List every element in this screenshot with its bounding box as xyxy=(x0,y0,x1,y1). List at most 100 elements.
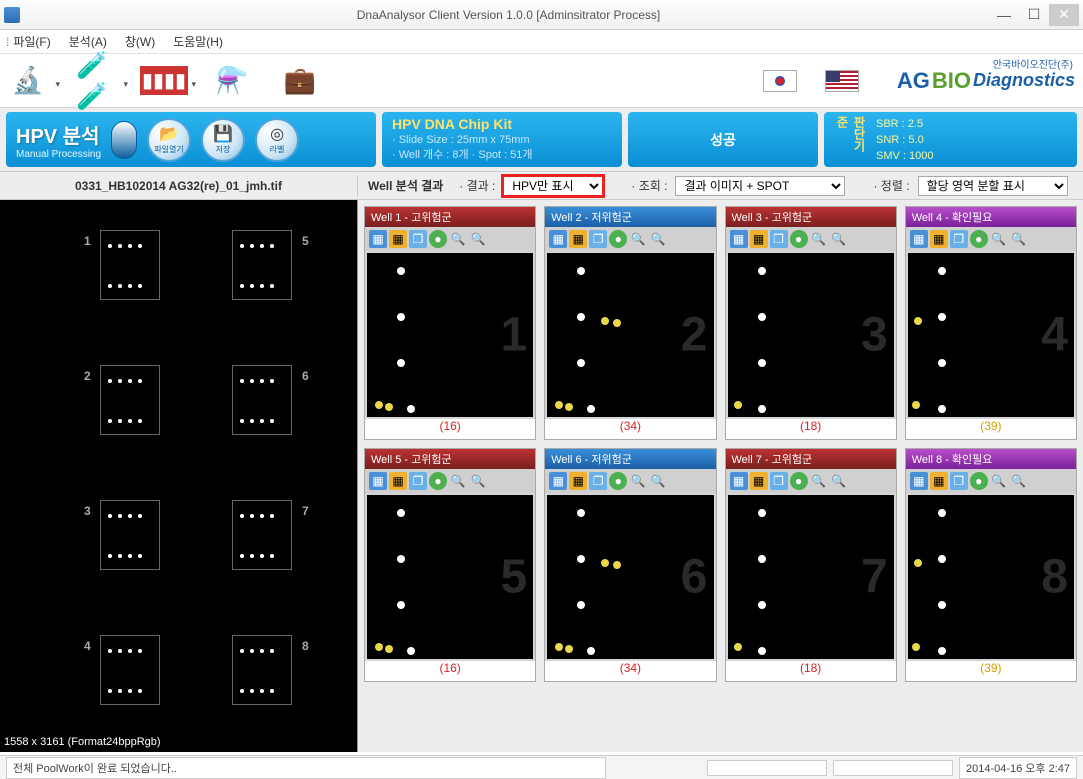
well-image[interactable]: 8 xyxy=(908,495,1074,659)
menu-help[interactable]: 도움말(H) xyxy=(173,33,223,50)
tool-zoomout-icon[interactable]: 🔍 xyxy=(830,472,848,490)
well-image[interactable]: 7 xyxy=(728,495,894,659)
well-footer: (39) xyxy=(906,661,1076,681)
preview-well-2[interactable] xyxy=(100,365,160,435)
tool-globe-icon[interactable]: ● xyxy=(609,472,627,490)
logo-company: 안국바이오진단(주) xyxy=(993,56,1073,71)
minimize-button[interactable]: — xyxy=(989,4,1019,26)
tool-zoomout-icon[interactable]: 🔍 xyxy=(469,230,487,248)
well-image[interactable]: 4 xyxy=(908,253,1074,417)
flag-us-icon[interactable] xyxy=(825,70,859,92)
label-button[interactable]: ◎라벨 xyxy=(255,118,299,162)
tool-grid-icon[interactable]: ▦ xyxy=(569,472,587,490)
tool-copy-icon[interactable]: ❐ xyxy=(409,472,427,490)
tool-copy-icon[interactable]: ❐ xyxy=(770,472,788,490)
tool-globe-icon[interactable]: ● xyxy=(970,472,988,490)
tool-zoomin-icon[interactable]: 🔍 xyxy=(629,472,647,490)
menu-file[interactable]: 파일(F) xyxy=(13,33,50,50)
tool-grid-icon[interactable]: ▦ xyxy=(389,472,407,490)
tool-zoomout-icon[interactable]: 🔍 xyxy=(1010,230,1028,248)
spot xyxy=(758,601,766,609)
tool-grid-icon[interactable]: ▦ xyxy=(569,230,587,248)
well-image[interactable]: 3 xyxy=(728,253,894,417)
well-footer: (16) xyxy=(365,419,535,439)
tool-copy-icon[interactable]: ❐ xyxy=(770,230,788,248)
view-select[interactable]: 결과 이미지 + SPOT xyxy=(675,176,845,196)
tool-img-icon[interactable]: ▦ xyxy=(730,230,748,248)
tool-img-icon[interactable]: ▦ xyxy=(369,472,387,490)
spot xyxy=(397,601,405,609)
tool-img-icon[interactable]: ▦ xyxy=(910,472,928,490)
flag-kr-icon[interactable] xyxy=(763,70,797,92)
tool-zoomout-icon[interactable]: 🔍 xyxy=(469,472,487,490)
tool-globe-icon[interactable]: ● xyxy=(609,230,627,248)
preview-well-num: 5 xyxy=(302,234,309,248)
tool-zoomin-icon[interactable]: 🔍 xyxy=(629,230,647,248)
tool-img-icon[interactable]: ▦ xyxy=(549,472,567,490)
tool-globe-icon[interactable]: ● xyxy=(790,472,808,490)
sort-select[interactable]: 할당 영역 분할 표시 xyxy=(918,176,1068,196)
menu-window[interactable]: 창(W) xyxy=(125,33,155,50)
tool-grid-icon[interactable]: ▦ xyxy=(750,472,768,490)
spot xyxy=(397,313,405,321)
tubes2-icon[interactable]: ▮▮▮▮▾ xyxy=(144,61,184,101)
tool-img-icon[interactable]: ▦ xyxy=(730,472,748,490)
open-file-button[interactable]: 📂파일열기 xyxy=(147,118,191,162)
result-select[interactable]: HPV만 표시 xyxy=(503,176,603,196)
well-header: Well 2 - 저위험군 xyxy=(545,207,715,227)
tool-zoomin-icon[interactable]: 🔍 xyxy=(449,472,467,490)
tool-zoomin-icon[interactable]: 🔍 xyxy=(449,230,467,248)
well-toolbar: ▦▦❐●🔍🔍 xyxy=(726,469,896,493)
tool-grid-icon[interactable]: ▦ xyxy=(930,230,948,248)
preview-well-8[interactable] xyxy=(232,635,292,705)
flasks-icon[interactable]: ⚗️ xyxy=(212,61,252,101)
tool-copy-icon[interactable]: ❐ xyxy=(409,230,427,248)
tool-zoomin-icon[interactable]: 🔍 xyxy=(990,230,1008,248)
preview-well-1[interactable] xyxy=(100,230,160,300)
well-image[interactable]: 5 xyxy=(367,495,533,659)
well-toolbar: ▦▦❐●🔍🔍 xyxy=(545,469,715,493)
spot xyxy=(601,559,609,567)
preview-well-num: 7 xyxy=(302,504,309,518)
spot xyxy=(577,509,585,517)
tool-copy-icon[interactable]: ❐ xyxy=(589,472,607,490)
tool-copy-icon[interactable]: ❐ xyxy=(589,230,607,248)
tool-zoomout-icon[interactable]: 🔍 xyxy=(649,230,667,248)
menu-analysis[interactable]: 분석(A) xyxy=(69,33,107,50)
well-image[interactable]: 6 xyxy=(547,495,713,659)
tool-zoomin-icon[interactable]: 🔍 xyxy=(990,472,1008,490)
tool-grid-icon[interactable]: ▦ xyxy=(750,230,768,248)
tool-globe-icon[interactable]: ● xyxy=(970,230,988,248)
tool-img-icon[interactable]: ▦ xyxy=(910,230,928,248)
close-button[interactable]: ✕ xyxy=(1049,4,1079,26)
preview-well-7[interactable] xyxy=(232,500,292,570)
well-image[interactable]: 2 xyxy=(547,253,713,417)
tool-zoomout-icon[interactable]: 🔍 xyxy=(1010,472,1028,490)
spot xyxy=(938,267,946,275)
preview-well-6[interactable] xyxy=(232,365,292,435)
tool-img-icon[interactable]: ▦ xyxy=(369,230,387,248)
tool-globe-icon[interactable]: ● xyxy=(429,472,447,490)
well-image[interactable]: 1 xyxy=(367,253,533,417)
tool-grid-icon[interactable]: ▦ xyxy=(389,230,407,248)
tool-zoomout-icon[interactable]: 🔍 xyxy=(649,472,667,490)
slide-preview[interactable]: 1558 x 3161 (Format24bppRgb) 15263748 xyxy=(0,200,358,752)
tool-zoomin-icon[interactable]: 🔍 xyxy=(810,472,828,490)
preview-well-3[interactable] xyxy=(100,500,160,570)
tool-copy-icon[interactable]: ❐ xyxy=(950,230,968,248)
well-number: 5 xyxy=(501,550,528,605)
preview-well-5[interactable] xyxy=(232,230,292,300)
maximize-button[interactable]: ☐ xyxy=(1019,4,1049,26)
tubes1-icon[interactable]: 🧪🧪▾ xyxy=(76,61,116,101)
tool-zoomout-icon[interactable]: 🔍 xyxy=(830,230,848,248)
preview-well-4[interactable] xyxy=(100,635,160,705)
tool-globe-icon[interactable]: ● xyxy=(429,230,447,248)
tool-grid-icon[interactable]: ▦ xyxy=(930,472,948,490)
bag-icon[interactable]: 💼 xyxy=(280,61,320,101)
tool-zoomin-icon[interactable]: 🔍 xyxy=(810,230,828,248)
tool-img-icon[interactable]: ▦ xyxy=(549,230,567,248)
tool-globe-icon[interactable]: ● xyxy=(790,230,808,248)
tool-copy-icon[interactable]: ❐ xyxy=(950,472,968,490)
microscope-icon[interactable]: 🔬▾ xyxy=(8,61,48,101)
save-button[interactable]: 💾저장 xyxy=(201,118,245,162)
